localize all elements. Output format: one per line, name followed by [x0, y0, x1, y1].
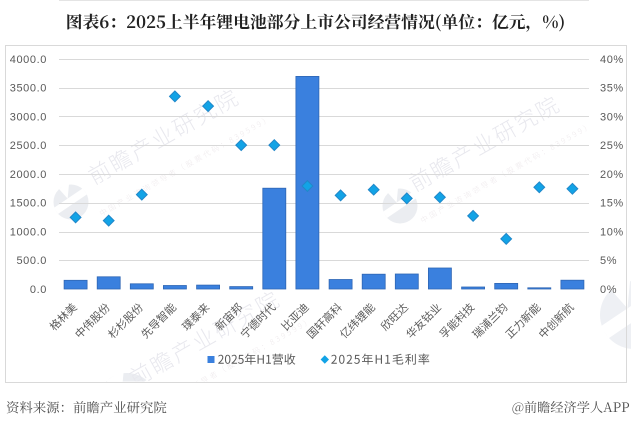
svg-text:3500.0: 3500.0 [10, 83, 47, 95]
svg-text:10%: 10% [600, 226, 624, 238]
svg-text:3000.0: 3000.0 [10, 111, 47, 123]
svg-text:1500.0: 1500.0 [10, 198, 47, 210]
svg-text:20%: 20% [600, 169, 624, 181]
svg-text:2500.0: 2500.0 [10, 140, 47, 152]
svg-text:5%: 5% [600, 255, 617, 267]
svg-text:15%: 15% [600, 198, 624, 210]
svg-text:30%: 30% [600, 111, 624, 123]
svg-text:40%: 40% [600, 54, 624, 66]
svg-text:4000.0: 4000.0 [10, 54, 47, 66]
svg-text:35%: 35% [600, 83, 624, 95]
svg-text:0%: 0% [600, 284, 617, 296]
svg-text:1000.0: 1000.0 [10, 226, 47, 238]
svg-text:0.0: 0.0 [30, 284, 47, 296]
svg-text:25%: 25% [600, 140, 624, 152]
svg-text:2000.0: 2000.0 [10, 169, 47, 181]
svg-text:500.0: 500.0 [16, 255, 47, 267]
